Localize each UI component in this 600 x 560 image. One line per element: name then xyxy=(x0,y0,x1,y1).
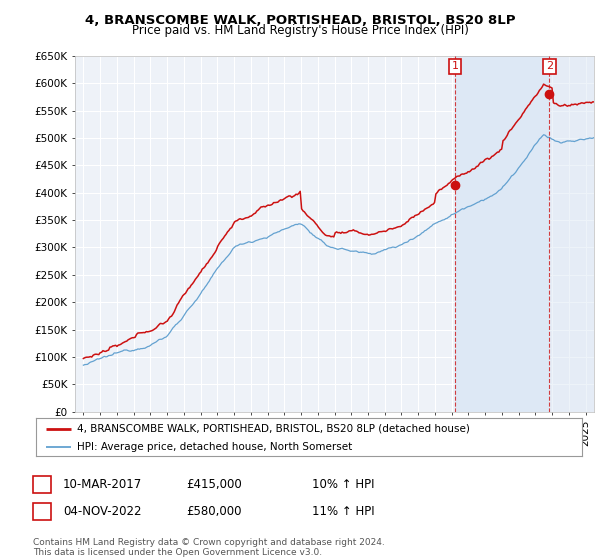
Text: 10-MAR-2017: 10-MAR-2017 xyxy=(63,478,142,491)
Bar xyxy=(550,56,594,412)
Text: 10% ↑ HPI: 10% ↑ HPI xyxy=(312,478,374,491)
Text: 04-NOV-2022: 04-NOV-2022 xyxy=(63,505,142,518)
Text: 1: 1 xyxy=(451,62,458,71)
Text: 2: 2 xyxy=(546,62,553,71)
Text: £415,000: £415,000 xyxy=(186,478,242,491)
Text: Contains HM Land Registry data © Crown copyright and database right 2024.
This d: Contains HM Land Registry data © Crown c… xyxy=(33,538,385,557)
Bar xyxy=(455,56,550,412)
Text: 1: 1 xyxy=(38,479,46,489)
Text: Price paid vs. HM Land Registry's House Price Index (HPI): Price paid vs. HM Land Registry's House … xyxy=(131,24,469,37)
Text: 11% ↑ HPI: 11% ↑ HPI xyxy=(312,505,374,518)
Text: 4, BRANSCOMBE WALK, PORTISHEAD, BRISTOL, BS20 8LP (detached house): 4, BRANSCOMBE WALK, PORTISHEAD, BRISTOL,… xyxy=(77,424,470,434)
Text: HPI: Average price, detached house, North Somerset: HPI: Average price, detached house, Nort… xyxy=(77,442,352,452)
Text: £580,000: £580,000 xyxy=(186,505,241,518)
Text: 4, BRANSCOMBE WALK, PORTISHEAD, BRISTOL, BS20 8LP: 4, BRANSCOMBE WALK, PORTISHEAD, BRISTOL,… xyxy=(85,14,515,27)
Text: 2: 2 xyxy=(38,506,46,516)
